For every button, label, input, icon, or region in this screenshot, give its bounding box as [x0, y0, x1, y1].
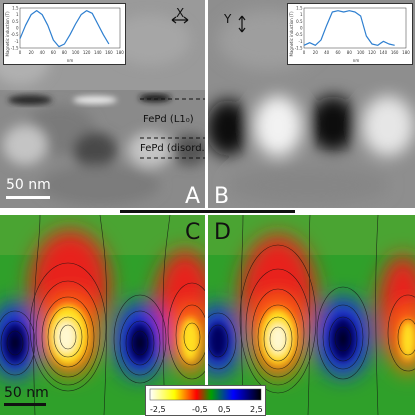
inset-x-tick: 20 [313, 50, 319, 55]
inset-x-tick: 140 [380, 50, 388, 55]
vertical-divider-top [205, 0, 208, 208]
panel-d-phase-map [208, 215, 415, 415]
panel-c-contours [0, 215, 205, 415]
inset-chart-b-svg: Magnetic induction (T) 0 20 40 60 80 100 120 14… [289, 6, 410, 64]
inset-series-line [303, 10, 395, 46]
inset-y-tick: 0.5 [296, 19, 303, 24]
inset-chart-a: Magnetic induction (T) 0 20 40 60 80 100 120 14… [3, 3, 126, 65]
scale-bar-top [6, 196, 50, 199]
inset-series-line [19, 10, 110, 48]
inset-chart-b: Magnetic induction (T) 0 20 40 60 80 100 120 14… [287, 3, 413, 65]
inset-x-tick: 60 [335, 50, 341, 55]
inset-x-tick: 180 [402, 50, 410, 55]
colorbar-tick: 0,5 [218, 405, 231, 414]
inset-x-tick: 20 [29, 50, 35, 55]
panel-d-image [208, 215, 415, 415]
inset-x-tick: 80 [62, 50, 68, 55]
inset-x-tick: 60 [51, 50, 57, 55]
inset-x-tick: 160 [105, 50, 113, 55]
panel-label-b: B [214, 184, 230, 209]
inset-y-tick: 1.5 [296, 6, 303, 11]
panel-c-image [0, 215, 205, 415]
panel-label-d: D [214, 220, 231, 245]
inset-y-tick: 0 [300, 26, 303, 31]
inset-x-tick: 160 [391, 50, 399, 55]
colorbar-tick: -0,5 [192, 405, 208, 414]
inset-y-tick: 0 [16, 26, 19, 31]
colorbar-svg: -2,5 -0,5 0,5 2,5 [149, 388, 263, 414]
colorbar-gradient [149, 388, 262, 401]
axis-y-label: Y [224, 12, 232, 26]
panel-label-c: C [185, 220, 201, 245]
panel-c-phase-map [0, 215, 205, 415]
axis-x-label: X [176, 6, 185, 20]
inset-y-tick: -1.5 [295, 46, 303, 51]
inset-b-xlabel: nm [353, 58, 360, 63]
scale-bar-label-top: 50 nm [6, 177, 51, 193]
inset-x-tick: 100 [72, 50, 80, 55]
inset-x-tick: 0 [19, 50, 22, 55]
inset-x-tick: 80 [347, 50, 353, 55]
inset-x-tick: 140 [94, 50, 102, 55]
panel-d-contours [208, 215, 415, 415]
inset-a-ylabel: Magnetic induction (T) [5, 11, 10, 56]
inset-plot-frame [19, 7, 121, 49]
inset-y-tick: -0.5 [11, 32, 19, 37]
colorbar-tick: -2,5 [150, 405, 166, 414]
svg-text:Magnetic induction (T): Magnetic induction (T) [289, 11, 294, 56]
inset-y-tick: 1 [16, 12, 19, 17]
inset-b-ylabel: Magnetic induction (T) [289, 11, 294, 56]
inset-x-tick: 40 [40, 50, 46, 55]
inset-x-tick: 100 [357, 50, 365, 55]
colorbar: -2,5 -0,5 0,5 2,5 [145, 385, 266, 416]
inset-x-tick: 120 [83, 50, 91, 55]
vertical-divider-bottom [205, 215, 208, 415]
inset-a-xlabel: nm [67, 58, 74, 63]
panel-label-a: A [185, 184, 201, 209]
inset-y-tick: -0.5 [295, 32, 303, 37]
inset-y-tick: 1 [300, 12, 303, 17]
x-axis-arrow-icon [171, 16, 189, 24]
svg-text:Magnetic induction (T): Magnetic induction (T) [5, 11, 10, 56]
inset-y-tick: -1 [15, 39, 19, 44]
inset-x-tick: 0 [303, 50, 306, 55]
layer-label-l10: FePd (L1₀) [143, 114, 194, 125]
inset-y-tick: 0.5 [12, 19, 19, 24]
scale-bar-label-bottom: 50 nm [4, 385, 49, 401]
scale-bar-bottom [4, 403, 46, 406]
inset-x-tick: 40 [324, 50, 330, 55]
inset-y-tick: -1.5 [11, 46, 19, 51]
horizontal-separator [120, 210, 295, 213]
y-axis-arrow-icon [238, 15, 246, 33]
inset-x-tick: 180 [116, 50, 124, 55]
inset-y-tick: -1 [299, 39, 303, 44]
layer-label-disordered: FePd (disord.) [140, 143, 209, 154]
panel-b-micrograph [208, 0, 415, 208]
colorbar-tick: 2,5 [250, 405, 263, 414]
inset-y-tick: 1.5 [12, 6, 19, 11]
inset-chart-a-svg: Magnetic induction (T) 0 20 40 60 80 100 120 14… [5, 6, 124, 64]
inset-x-tick: 120 [368, 50, 376, 55]
panel-b-image [208, 0, 415, 208]
inset-plot-frame [303, 7, 407, 49]
